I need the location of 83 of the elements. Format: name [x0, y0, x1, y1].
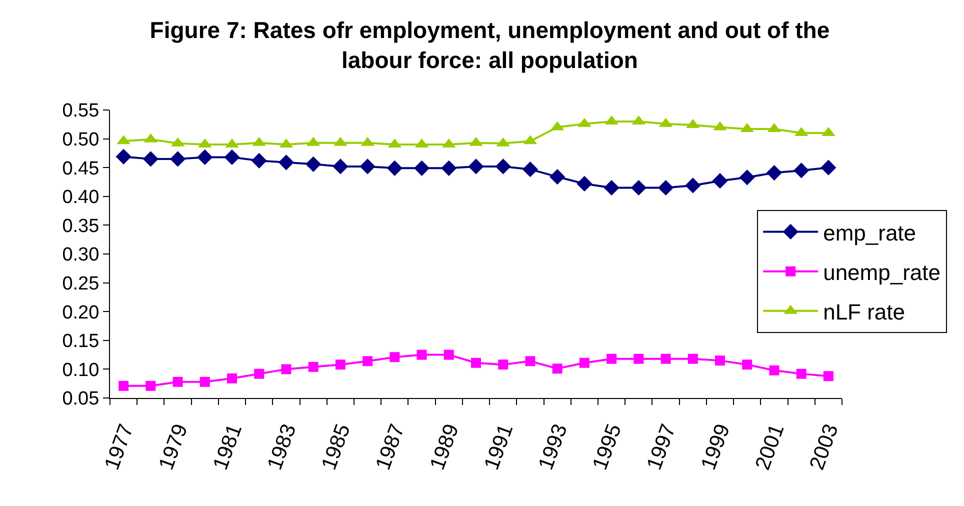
point [606, 354, 617, 364]
y-tick-label: 0.35 [62, 216, 100, 237]
point [550, 169, 566, 185]
point [332, 158, 348, 174]
point [251, 152, 267, 168]
point [362, 356, 373, 366]
point [444, 350, 454, 360]
point [552, 364, 562, 374]
point [308, 362, 318, 372]
y-tick-label: 0.30 [62, 244, 100, 266]
x-tick-label: 1983 [263, 421, 301, 473]
y-tick-label: 0.05 [62, 388, 100, 410]
y-tick-label: 0.50 [62, 129, 100, 150]
point [796, 368, 806, 379]
point [146, 380, 156, 391]
x-tick-label: 1997 [642, 421, 680, 473]
y-tick-label: 0.10 [62, 360, 100, 381]
x-tick-label: 1981 [208, 421, 247, 473]
x-tick-label: 1999 [696, 421, 735, 473]
point [306, 156, 322, 172]
y-tick-label: 0.55 [62, 100, 100, 122]
x-tick-label: 1989 [426, 421, 464, 473]
point [360, 158, 376, 174]
point [495, 158, 511, 174]
y-tick-label: 0.20 [62, 302, 100, 324]
legend-label: unemp_rate [823, 260, 941, 285]
point [522, 162, 538, 178]
point [660, 354, 671, 364]
point [820, 160, 836, 176]
point [197, 149, 213, 166]
point [634, 354, 644, 364]
point [604, 180, 620, 196]
point [386, 160, 402, 176]
x-tick-label: 1993 [534, 421, 572, 473]
point [742, 360, 752, 370]
point [525, 356, 536, 366]
point [116, 148, 132, 164]
x-tick-label: 1985 [317, 421, 356, 473]
x-tick-label: 1987 [372, 421, 410, 473]
point [278, 154, 294, 170]
point [200, 376, 210, 387]
point [170, 151, 186, 167]
point [335, 360, 346, 370]
point [769, 365, 780, 376]
point [766, 164, 782, 181]
point [172, 376, 183, 387]
point [739, 170, 755, 186]
point [281, 364, 292, 374]
x-tick-label: 1977 [100, 421, 138, 473]
point [254, 368, 264, 379]
x-tick-label: 1995 [588, 421, 626, 473]
point [224, 149, 240, 166]
point [630, 180, 646, 196]
point [118, 380, 129, 391]
point [227, 373, 237, 384]
point [471, 358, 481, 368]
y-tick-label: 0.25 [62, 273, 100, 294]
point [823, 371, 834, 382]
chart-title: Figure 7: Rates ofr employment, unemployment and out of the labour force: all population [150, 16, 830, 73]
point [712, 173, 728, 189]
point [688, 354, 698, 364]
point [498, 360, 508, 370]
point [715, 356, 725, 366]
point [441, 160, 457, 176]
y-tick-label: 0.40 [62, 187, 100, 208]
x-tick-label: 2001 [751, 421, 789, 473]
legend-label: emp_rate [823, 220, 916, 246]
y-tick-label: 0.15 [62, 331, 100, 352]
point [685, 178, 701, 194]
point [416, 350, 427, 360]
x-tick-label: 1979 [154, 421, 192, 473]
point [142, 151, 158, 167]
point [414, 160, 430, 176]
x-tick-label: 2003 [805, 421, 844, 473]
point [468, 158, 484, 174]
point [576, 176, 592, 192]
point [658, 180, 674, 196]
point [794, 162, 810, 178]
x-tick-label: 1991 [480, 421, 518, 473]
legend-label: nLF rate [823, 300, 906, 325]
y-tick-label: 0.45 [62, 158, 100, 180]
point [579, 358, 590, 368]
point [390, 352, 400, 362]
